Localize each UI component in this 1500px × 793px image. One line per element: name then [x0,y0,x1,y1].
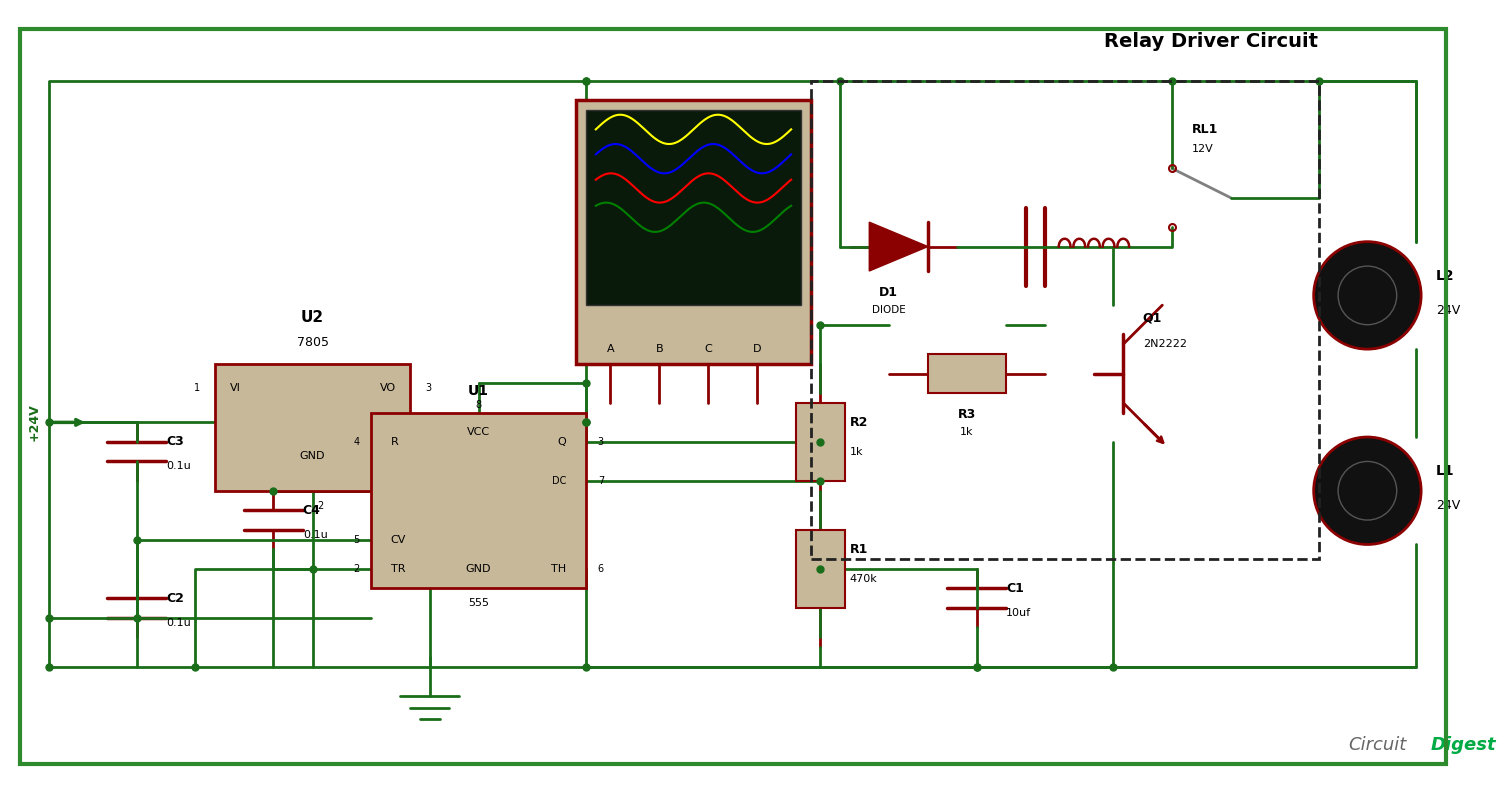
FancyBboxPatch shape [928,354,1007,393]
Text: B: B [656,344,663,354]
Text: TR: TR [390,564,405,574]
Text: 4: 4 [354,437,360,447]
FancyBboxPatch shape [576,100,810,364]
Text: R2: R2 [849,416,868,429]
Text: Q1: Q1 [1143,312,1162,324]
Text: Digest: Digest [1431,736,1497,753]
Text: A: A [606,344,615,354]
Text: 6: 6 [598,564,604,574]
Text: R: R [390,437,399,447]
Text: 1: 1 [194,383,200,393]
Text: C2: C2 [166,592,184,605]
Bar [810,81,1318,559]
Text: 3: 3 [424,383,430,393]
Text: 2N2222: 2N2222 [1143,339,1186,350]
Text: 7: 7 [598,476,604,486]
Text: L1: L1 [1436,464,1455,478]
Text: 3: 3 [598,437,604,447]
Text: 5: 5 [352,534,360,545]
Text: D1: D1 [879,285,898,299]
Text: 1k: 1k [960,427,974,437]
Text: GND: GND [466,564,492,574]
Text: L2: L2 [1436,269,1455,283]
Text: 555: 555 [468,598,489,608]
Text: 470k: 470k [849,573,877,584]
Text: U2: U2 [302,310,324,324]
Text: 24V: 24V [1436,304,1460,316]
Text: Relay Driver Circuit: Relay Driver Circuit [1104,33,1318,52]
Text: TH: TH [552,564,567,574]
FancyBboxPatch shape [370,412,586,588]
Text: C1: C1 [1007,582,1025,595]
Text: C: C [704,344,712,354]
Text: 0.1u: 0.1u [303,530,327,540]
Text: 2: 2 [352,564,360,574]
Text: C4: C4 [303,504,321,517]
Text: 2: 2 [318,500,324,511]
Text: +24V: +24V [27,404,40,441]
Text: 10uf: 10uf [1007,608,1031,618]
Text: U1: U1 [468,384,489,398]
Text: 24V: 24V [1436,499,1460,512]
Text: RL1: RL1 [1191,123,1218,136]
FancyBboxPatch shape [586,110,801,305]
Text: 0.1u: 0.1u [166,618,190,627]
FancyBboxPatch shape [214,364,410,491]
FancyBboxPatch shape [796,530,844,608]
Text: C3: C3 [166,435,184,448]
Text: D: D [753,344,760,354]
Text: DC: DC [552,476,567,486]
Text: 1k: 1k [849,446,862,457]
Circle shape [1314,242,1420,349]
Text: 7805: 7805 [297,336,328,349]
Text: VCC: VCC [466,427,490,437]
Text: GND: GND [300,451,326,462]
Text: Q: Q [558,437,567,447]
Text: VI: VI [230,383,240,393]
Text: CV: CV [390,534,406,545]
Circle shape [1314,437,1420,545]
Text: VO: VO [380,383,396,393]
Text: R3: R3 [958,408,976,421]
FancyBboxPatch shape [796,403,844,481]
Text: 12V: 12V [1191,144,1214,154]
Text: Circuit: Circuit [1348,736,1406,753]
Text: DIODE: DIODE [871,305,906,315]
Text: R1: R1 [849,543,868,556]
Polygon shape [870,222,928,271]
Text: 8: 8 [476,400,482,410]
Text: 0.1u: 0.1u [166,462,190,471]
